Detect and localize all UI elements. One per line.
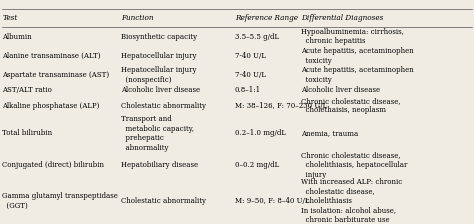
Text: Cholestatic abnormality: Cholestatic abnormality — [121, 102, 206, 110]
Text: Test: Test — [2, 14, 18, 22]
Text: 7-40 U/L: 7-40 U/L — [235, 71, 265, 79]
Text: Cholestatic abnormality: Cholestatic abnormality — [121, 197, 206, 205]
Text: Conjugated (direct) bilirubin: Conjugated (direct) bilirubin — [2, 161, 104, 169]
Text: Hepatocellular injury
  (nonspecific): Hepatocellular injury (nonspecific) — [121, 67, 196, 84]
Text: 3.5–5.5 g/dL: 3.5–5.5 g/dL — [235, 32, 279, 41]
Text: Alcoholic liver disease: Alcoholic liver disease — [121, 86, 200, 94]
Text: Biosynthetic capacity: Biosynthetic capacity — [121, 32, 197, 41]
Text: M: 38–126, F: 70–230 U/L: M: 38–126, F: 70–230 U/L — [235, 102, 327, 110]
Text: Gamma glutamyl transpeptidase
  (GGT): Gamma glutamyl transpeptidase (GGT) — [2, 192, 118, 210]
Text: Aspartate transaminase (AST): Aspartate transaminase (AST) — [2, 71, 109, 79]
Text: Hypoalbuminemia: cirrhosis,
  chronic hepatitis: Hypoalbuminemia: cirrhosis, chronic hepa… — [301, 28, 404, 45]
Text: Alcoholic liver disease: Alcoholic liver disease — [301, 86, 380, 94]
Text: 7-40 U/L: 7-40 U/L — [235, 52, 265, 60]
Text: Alkaline phosphatase (ALP): Alkaline phosphatase (ALP) — [2, 102, 100, 110]
Text: 0.2–1.0 mg/dL: 0.2–1.0 mg/dL — [235, 129, 286, 137]
Text: Anemia, trauma: Anemia, trauma — [301, 129, 358, 137]
Text: Differential Diagnoses: Differential Diagnoses — [301, 14, 383, 22]
Text: 0–0.2 mg/dL: 0–0.2 mg/dL — [235, 161, 279, 169]
Text: Chronic cholestatic disease,
  cholelithiasis, hepatocellular
  injury: Chronic cholestatic disease, cholelithia… — [301, 152, 407, 179]
Text: Hepatocellular injury: Hepatocellular injury — [121, 52, 196, 60]
Text: Albumin: Albumin — [2, 32, 32, 41]
Text: With increased ALP: chronic
  cholestatic disease,
  cholelithiasis
In isolation: With increased ALP: chronic cholestatic … — [301, 178, 402, 224]
Text: Hepatobiliary disease: Hepatobiliary disease — [121, 161, 198, 169]
Text: Alanine transaminase (ALT): Alanine transaminase (ALT) — [2, 52, 101, 60]
Text: Chronic cholestatic disease,
  cholethaisis, neoplasm: Chronic cholestatic disease, cholethaisi… — [301, 97, 401, 114]
Text: M: 9–50, F: 8–40 U/L: M: 9–50, F: 8–40 U/L — [235, 197, 309, 205]
Text: Reference Range: Reference Range — [235, 14, 298, 22]
Text: Function: Function — [121, 14, 154, 22]
Text: Acute hepatitis, acetaminophen
  toxicity: Acute hepatitis, acetaminophen toxicity — [301, 47, 414, 65]
Text: Acute hepatitis, acetaminophen
  toxicity: Acute hepatitis, acetaminophen toxicity — [301, 67, 414, 84]
Text: 0.8–1:1: 0.8–1:1 — [235, 86, 261, 94]
Text: Transport and
  metabolic capacity,
  prehepatic
  abnormality: Transport and metabolic capacity, prehep… — [121, 115, 194, 151]
Text: Total bilirubin: Total bilirubin — [2, 129, 53, 137]
Text: AST/ALT ratio: AST/ALT ratio — [2, 86, 52, 94]
